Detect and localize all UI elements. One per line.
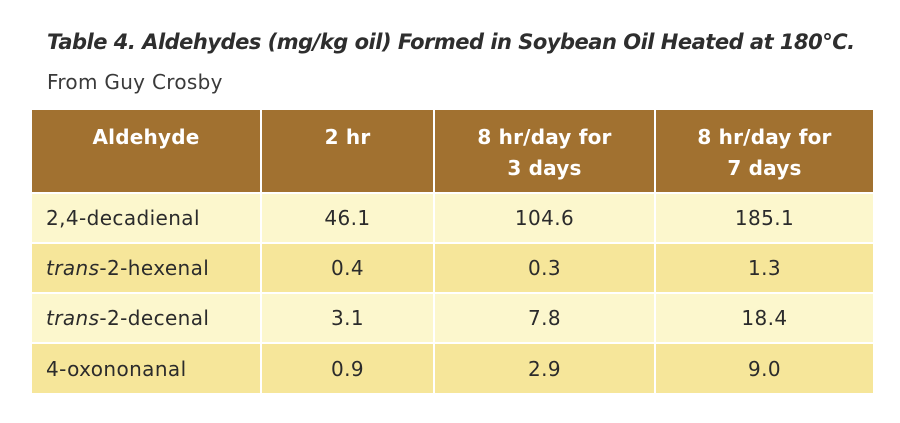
aldehyde-name-cell: 4-oxononanal xyxy=(32,342,261,393)
header-aldehyde: Aldehyde xyxy=(32,110,261,193)
header-3-days-line2: 3 days xyxy=(507,156,582,180)
value-7-days: 185.1 xyxy=(654,192,873,243)
aldehyde-prefix: trans xyxy=(46,256,100,280)
value-2hr: 46.1 xyxy=(260,192,434,243)
value-3-days: 0.3 xyxy=(433,242,655,293)
value-2hr: 3.1 xyxy=(260,292,434,343)
header-3-days-line1: 8 hr/day for xyxy=(477,125,612,149)
value-3-days: 2.9 xyxy=(433,342,655,393)
table-source: From Guy Crosby xyxy=(47,70,223,94)
header-7-days-line1: 8 hr/day for xyxy=(697,125,832,149)
header-3-days: 8 hr/day for 3 days xyxy=(433,110,655,193)
aldehyde-name: 2,4-decadienal xyxy=(46,206,200,230)
aldehyde-prefix: trans xyxy=(46,306,100,330)
header-aldehyde-label: Aldehyde xyxy=(92,125,200,149)
value-2hr: 0.4 xyxy=(260,242,434,293)
value-7-days: 1.3 xyxy=(654,242,873,293)
value-7-days: 9.0 xyxy=(654,342,873,393)
aldehyde-name: -2-hexenal xyxy=(99,256,210,280)
table-header-row: Aldehyde 2 hr 8 hr/day for 3 days 8 hr/d… xyxy=(32,110,873,193)
value-7-days: 18.4 xyxy=(654,292,873,343)
aldehyde-table: Aldehyde 2 hr 8 hr/day for 3 days 8 hr/d… xyxy=(32,110,873,393)
table-row: 2,4-decadienal 46.1 104.6 185.1 xyxy=(32,192,873,243)
value-2hr: 0.9 xyxy=(260,342,434,393)
header-7-days: 8 hr/day for 7 days xyxy=(654,110,873,193)
aldehyde-name-cell: trans-2-hexenal xyxy=(32,242,261,293)
table-row: trans-2-hexenal 0.4 0.3 1.3 xyxy=(32,242,873,293)
aldehyde-name-cell: trans-2-decenal xyxy=(32,292,261,343)
table-title: Table 4. Aldehydes (mg/kg oil) Formed in… xyxy=(47,30,855,54)
value-3-days: 104.6 xyxy=(433,192,655,243)
header-7-days-line2: 7 days xyxy=(727,156,802,180)
aldehyde-name: 4-oxononanal xyxy=(46,356,187,381)
table-row: 4-oxononanal 0.9 2.9 9.0 xyxy=(32,342,873,393)
header-2hr-label: 2 hr xyxy=(324,125,371,149)
table-row: trans-2-decenal 3.1 7.8 18.4 xyxy=(32,292,873,343)
aldehyde-name-cell: 2,4-decadienal xyxy=(32,192,261,243)
value-3-days: 7.8 xyxy=(433,292,655,343)
header-2hr: 2 hr xyxy=(260,110,434,193)
aldehyde-name: -2-decenal xyxy=(99,306,210,330)
